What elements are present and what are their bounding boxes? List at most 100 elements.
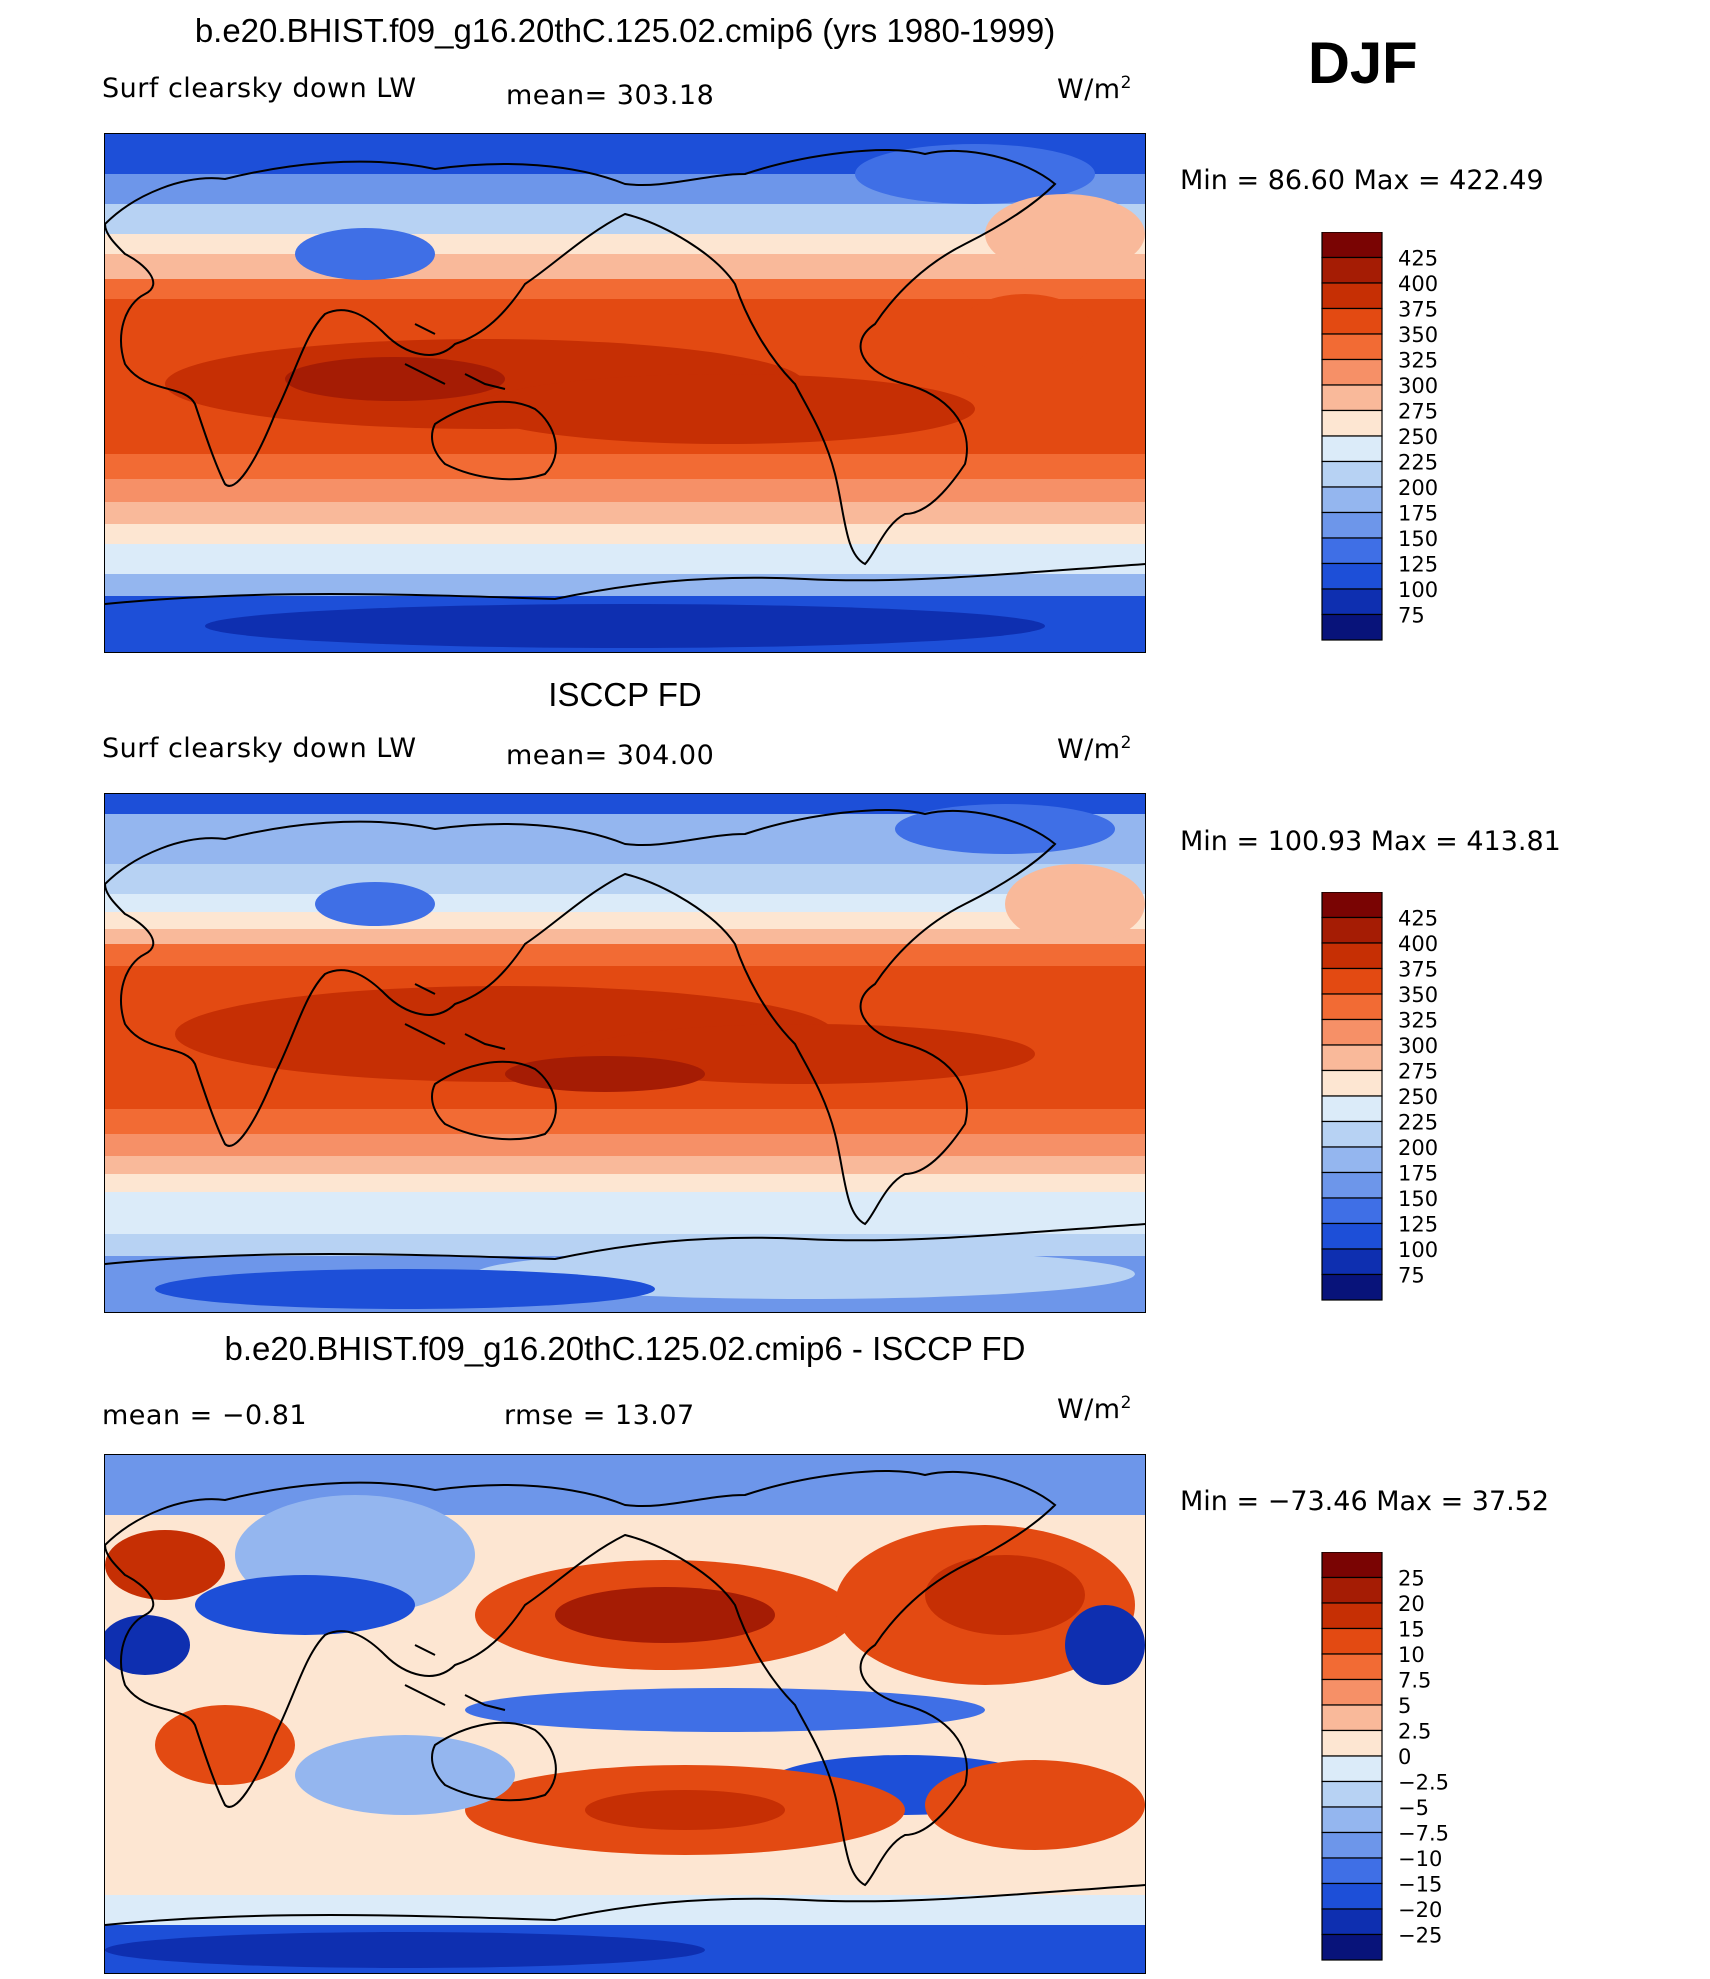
- colorbar-tick-label: 100: [1398, 1238, 1438, 1262]
- panel2-map: [104, 793, 1146, 1313]
- panel2-map-field: [105, 794, 1145, 1312]
- colorbar-box: [1321, 613, 1383, 641]
- colorbar-tick-label: −2.5: [1398, 1771, 1449, 1795]
- colorbar-box: [1321, 1755, 1383, 1783]
- panel2-minmax: Min = 100.93 Max = 413.81: [1180, 826, 1561, 857]
- colorbar-box: [1321, 1120, 1383, 1148]
- colorbar-tick-label: 325: [1398, 349, 1438, 373]
- panel1-variable-label: Surf clearsky down LW: [102, 73, 417, 104]
- colorbar-tick-label: 2.5: [1398, 1720, 1431, 1744]
- colorbar-box: [1321, 511, 1383, 539]
- colorbar-box: [1321, 562, 1383, 590]
- colorbar-box: [1321, 1882, 1383, 1910]
- colorbar-tick-label: 175: [1398, 1162, 1438, 1186]
- colorbar-tick-label: 275: [1398, 1060, 1438, 1084]
- panel2-colorbar: 425 400 375 350 325 300 275 250 225 200 175 150 125 1…: [1320, 892, 1500, 1312]
- colorbar-box: [1321, 1831, 1383, 1859]
- colorbar-box: [1321, 1552, 1383, 1579]
- colorbar-tick-label: 5: [1398, 1694, 1411, 1718]
- colorbar-box: [1321, 1273, 1383, 1301]
- colorbar-box: [1321, 435, 1383, 463]
- colorbar-tick-label: 425: [1398, 907, 1438, 931]
- colorbar-tick-label: 225: [1398, 1111, 1438, 1135]
- colorbar-tick-label: 10: [1398, 1643, 1425, 1667]
- colorbar-box: [1321, 1171, 1383, 1199]
- colorbar-tick-label: 175: [1398, 502, 1438, 526]
- colorbar-tick-label: −25: [1398, 1924, 1442, 1948]
- colorbar-tick-label: 250: [1398, 1085, 1438, 1109]
- colorbar-box: [1321, 1248, 1383, 1276]
- panel1-mean-label: mean= 303.18: [506, 80, 715, 111]
- colorbar-box: [1321, 1602, 1383, 1630]
- colorbar-box: [1321, 967, 1383, 995]
- colorbar-box: [1321, 1678, 1383, 1706]
- colorbar-box: [1321, 1095, 1383, 1123]
- panel3-units: W/m2: [1057, 1393, 1132, 1425]
- colorbar-box: [1321, 256, 1383, 284]
- colorbar-box: [1321, 537, 1383, 565]
- colorbar-tick-label: 375: [1398, 958, 1438, 982]
- panel2-colorbar-graphic: 4254003753503253002752502252001751501251…: [1321, 892, 1438, 1301]
- panel2-variable-label: Surf clearsky down LW: [102, 733, 417, 764]
- panel2-units: W/m2: [1057, 733, 1132, 765]
- colorbar-box: [1321, 1197, 1383, 1225]
- colorbar-box: [1321, 307, 1383, 335]
- panel3-map-field: [105, 1455, 1145, 1973]
- colorbar-tick-label: 200: [1398, 476, 1438, 500]
- panel3-minmax: Min = −73.46 Max = 37.52: [1180, 1486, 1550, 1517]
- colorbar-tick-label: 300: [1398, 374, 1438, 398]
- colorbar-box: [1321, 1933, 1383, 1961]
- colorbar-box: [1321, 1729, 1383, 1757]
- colorbar-tick-label: 25: [1398, 1567, 1425, 1591]
- colorbar-box: [1321, 1146, 1383, 1174]
- colorbar-tick-label: 125: [1398, 553, 1438, 577]
- colorbar-box: [1321, 384, 1383, 412]
- colorbar-tick-label: −10: [1398, 1847, 1442, 1871]
- colorbar-tick-label: 125: [1398, 1213, 1438, 1237]
- colorbar-box: [1321, 1704, 1383, 1732]
- colorbar-tick-label: 7.5: [1398, 1669, 1431, 1693]
- colorbar-box: [1321, 1044, 1383, 1072]
- colorbar-tick-label: 100: [1398, 578, 1438, 602]
- colorbar-box: [1321, 1908, 1383, 1936]
- colorbar-box: [1321, 486, 1383, 514]
- colorbar-box: [1321, 333, 1383, 361]
- panel1-colorbar-graphic: 4254003753503253002752502252001751501251…: [1321, 232, 1438, 641]
- colorbar-box: [1321, 1069, 1383, 1097]
- colorbar-box: [1321, 232, 1383, 259]
- colorbar-tick-label: −15: [1398, 1873, 1442, 1897]
- colorbar-tick-label: 150: [1398, 1187, 1438, 1211]
- panel1-map-field: [105, 134, 1145, 652]
- panel3-rmse-label: rmse = 13.07: [504, 1400, 695, 1431]
- panel1-colorbar: 425 400 375 350 325 300 275 250 225 200 175 150 125 1…: [1320, 232, 1500, 652]
- colorbar-box: [1321, 1018, 1383, 1046]
- panel3-colorbar: 25 20 15 10 7.5 5 2.5 0 −2.5 −5 −7.5 −10 −15 −20 −25: [1320, 1552, 1500, 1972]
- panel2-mean-label: mean= 304.00: [506, 740, 715, 771]
- colorbar-tick-label: 20: [1398, 1592, 1425, 1616]
- colorbar-box: [1321, 1653, 1383, 1681]
- colorbar-box: [1321, 358, 1383, 386]
- colorbar-box: [1321, 1222, 1383, 1250]
- colorbar-box: [1321, 1627, 1383, 1655]
- colorbar-tick-label: 275: [1398, 400, 1438, 424]
- season-label: DJF: [1308, 31, 1418, 96]
- colorbar-box: [1321, 1806, 1383, 1834]
- panel1-map: [104, 133, 1146, 653]
- panel1-minmax: Min = 86.60 Max = 422.49: [1180, 165, 1544, 196]
- colorbar-tick-label: 15: [1398, 1618, 1425, 1642]
- panel1-title: b.e20.BHIST.f09_g16.20thC.125.02.cmip6 (…: [194, 12, 1056, 49]
- panel1-units: W/m2: [1057, 73, 1132, 105]
- colorbar-tick-label: −5: [1398, 1796, 1429, 1820]
- colorbar-box: [1321, 460, 1383, 488]
- colorbar-tick-label: 225: [1398, 451, 1438, 475]
- colorbar-box: [1321, 892, 1383, 919]
- panel3-map: [104, 1454, 1146, 1974]
- colorbar-tick-label: 425: [1398, 247, 1438, 271]
- colorbar-tick-label: 250: [1398, 425, 1438, 449]
- colorbar-tick-label: 200: [1398, 1136, 1438, 1160]
- colorbar-tick-label: 375: [1398, 298, 1438, 322]
- colorbar-box: [1321, 282, 1383, 310]
- colorbar-box: [1321, 1780, 1383, 1808]
- panel2-title: ISCCP FD: [548, 676, 702, 713]
- colorbar-tick-label: −20: [1398, 1898, 1442, 1922]
